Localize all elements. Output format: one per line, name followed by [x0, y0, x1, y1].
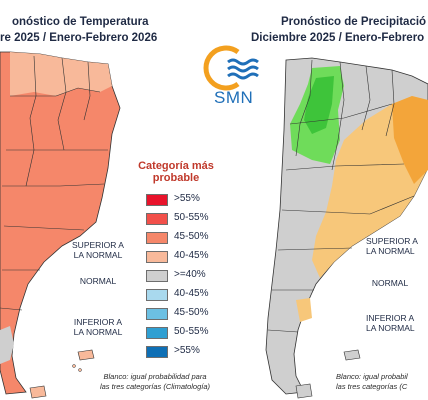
legend-label: 45-50%	[174, 307, 209, 318]
legend-title-line1: Categoría más	[138, 160, 214, 172]
temperature-title-line2: re 2025 / Enero-Febrero 2026	[0, 32, 158, 44]
precipitation-title-line2: Diciembre 2025 / Enero-Febrero	[251, 32, 425, 44]
temperature-map-normal-patch	[0, 326, 14, 364]
legend-title-line2: probable	[152, 172, 200, 184]
right-label-inferior-line1: INFERIOR A	[366, 313, 415, 323]
right-note-line2: las tres categorías (C	[336, 382, 408, 391]
legend-swatch	[146, 308, 168, 320]
right-label-normal: NORMAL	[371, 278, 409, 288]
right-label-inferior-line2: LA NORMAL	[366, 323, 415, 333]
smn-logo-text: SMN	[214, 88, 254, 107]
legend-swatch	[146, 289, 168, 301]
legend-label: 50-55%	[174, 212, 209, 223]
right-label-superior-line2: LA NORMAL	[366, 246, 415, 256]
left-label-inferior-line2: LA NORMAL	[73, 327, 123, 337]
left-label-inferior-line1: INFERIOR A	[73, 317, 123, 327]
legend-label: >55%	[174, 193, 200, 204]
precipitation-map-dry-patch-south	[296, 298, 312, 322]
legend-note-line1: Blanco: igual probabilidad para	[103, 372, 207, 381]
legend-label: >55%	[174, 345, 200, 356]
temperature-title-line1: onóstico de Temperatura	[12, 16, 149, 28]
legend-swatch	[146, 213, 168, 225]
right-note-line1: Blanco: igual probabil	[336, 372, 408, 381]
left-label-superior-line1: SUPERIOR A	[72, 240, 124, 250]
legend-swatch	[146, 327, 168, 339]
legend-label: 40-45%	[174, 250, 209, 261]
right-label-superior-line1: SUPERIOR A	[366, 236, 418, 246]
temperature-map-malvinas-islands	[77, 349, 95, 361]
temperature-map-province-borders	[0, 55, 108, 311]
legend-note-line2: las tres categorías (Climatología)	[99, 382, 211, 391]
legend-label: 50-55%	[174, 326, 209, 337]
precipitation-map-dry-strong-zone	[392, 96, 428, 184]
legend-label: >=40%	[174, 269, 206, 280]
precipitation-map-wet-strong-zone	[304, 76, 334, 134]
legend-label: 45-50%	[174, 231, 209, 242]
legend-swatch	[146, 251, 168, 263]
temperature-map-tierra-del-fuego	[29, 385, 47, 399]
precipitation-title-line1: Pronóstico de Precipitació	[281, 16, 427, 28]
legend-swatch	[146, 346, 168, 358]
precipitation-map-tierra-del-fuego	[295, 383, 313, 399]
temperature-map-south-atlantic-islands	[72, 364, 82, 372]
left-label-superior-line2: LA NORMAL	[73, 250, 123, 260]
legend-swatch	[146, 232, 168, 244]
legend-label: 40-45%	[174, 288, 209, 299]
left-label-normal: NORMAL	[79, 276, 117, 286]
legend-swatch	[146, 270, 168, 282]
precipitation-map-province-borders	[267, 59, 415, 333]
legend-swatch	[146, 194, 168, 206]
precipitation-map-malvinas-islands	[343, 349, 361, 361]
